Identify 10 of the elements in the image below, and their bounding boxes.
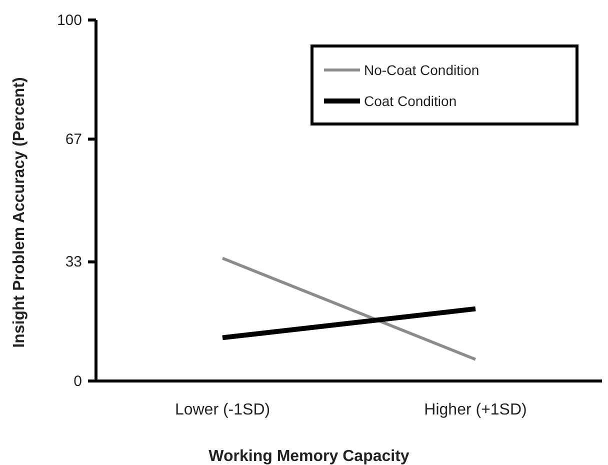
y-tick-label: 67 bbox=[65, 130, 82, 148]
y-tick-label: 33 bbox=[65, 254, 82, 271]
legend-label: Coat Condition bbox=[364, 93, 457, 109]
y-tick-label: 100 bbox=[56, 12, 82, 29]
y-tick-label: 0 bbox=[74, 372, 82, 390]
legend-label: No-Coat Condition bbox=[364, 62, 480, 78]
x-tick-label: Lower (-1SD) bbox=[174, 401, 270, 418]
x-axis-title: Working Memory Capacity bbox=[208, 448, 410, 465]
x-tick-label: Higher (+1SD) bbox=[424, 401, 527, 418]
y-axis-title: Insight Problem Accuracy (Percent) bbox=[11, 77, 28, 348]
